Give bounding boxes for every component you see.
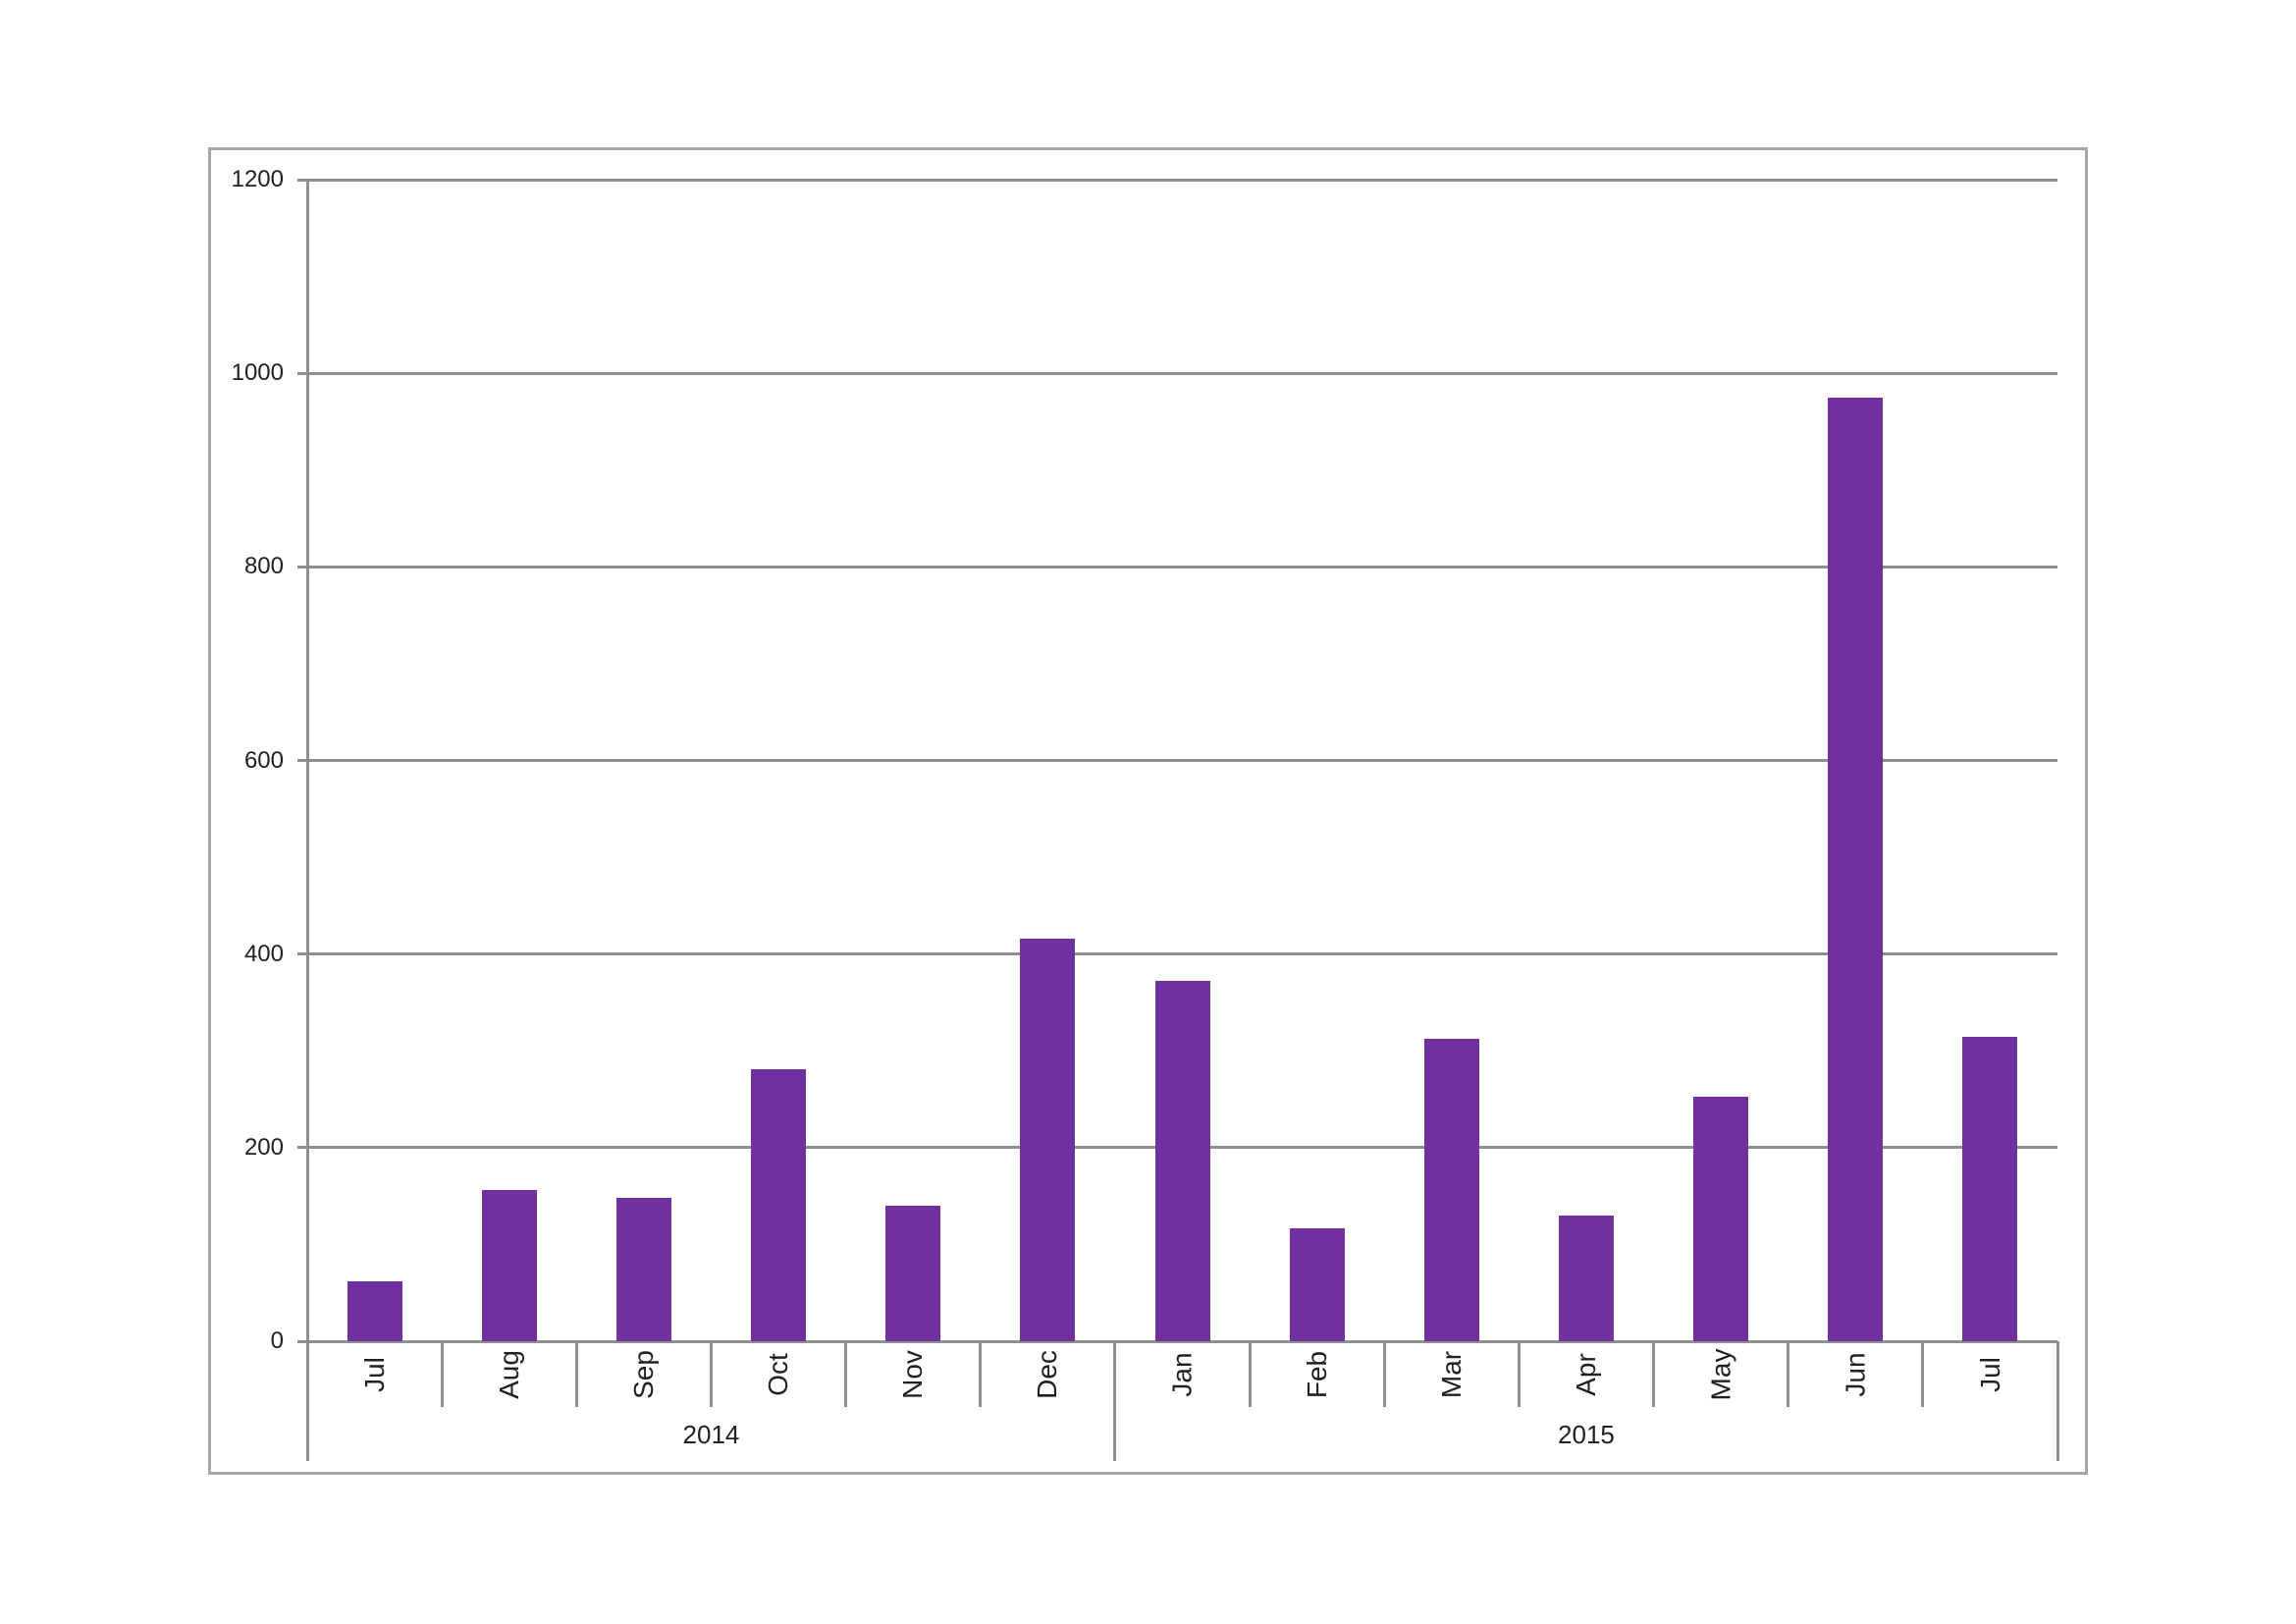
x-tick-label: May xyxy=(1705,1348,1736,1400)
x-tick-label-cell: Aug xyxy=(442,1341,576,1407)
bar-mar-8 xyxy=(1423,1039,1479,1341)
bar-apr-9 xyxy=(1558,1215,1614,1341)
year-separator-tick xyxy=(2056,1341,2059,1461)
month-separator-tick xyxy=(440,1341,444,1407)
x-tick-label: Dec xyxy=(1032,1349,1063,1399)
month-separator-tick xyxy=(844,1341,848,1407)
month-separator-tick xyxy=(574,1341,578,1407)
bar-oct-3 xyxy=(751,1068,807,1341)
y-axis-line xyxy=(305,180,309,1461)
x-tick-label-cell: Sep xyxy=(576,1341,711,1407)
bar-jun-11 xyxy=(1828,397,1884,1341)
month-separator-tick xyxy=(1787,1341,1790,1407)
x-tick-label-cell: May xyxy=(1654,1341,1789,1407)
x-tick-label: Jan xyxy=(1166,1351,1198,1397)
bar-sep-2 xyxy=(615,1198,671,1341)
x-axis-line xyxy=(297,1339,2057,1343)
y-axis-tick-label: 400 xyxy=(243,940,284,967)
y-axis-tick-label: 1200 xyxy=(231,166,284,192)
x-tick-label-cell: Dec xyxy=(981,1341,1115,1407)
x-tick-label: Jul xyxy=(358,1356,390,1392)
x-tick-label: Feb xyxy=(1301,1350,1332,1398)
year-label-2015: 2015 xyxy=(1558,1419,1615,1449)
x-tick-label-cell: Jan xyxy=(1115,1341,1250,1407)
gridline xyxy=(297,759,2057,762)
bar-feb-7 xyxy=(1289,1227,1345,1341)
x-tick-label: Nov xyxy=(897,1349,929,1399)
gridline xyxy=(297,952,2057,956)
x-tick-label-cell: Nov xyxy=(846,1341,981,1407)
x-tick-label: Jun xyxy=(1840,1351,1871,1397)
month-separator-tick xyxy=(1652,1341,1656,1407)
month-separator-tick xyxy=(1921,1341,1925,1407)
gridline xyxy=(297,565,2057,568)
x-tick-label-cell: Jul xyxy=(307,1341,442,1407)
year-separator-tick xyxy=(1113,1341,1117,1461)
month-separator-tick xyxy=(1382,1341,1386,1407)
bar-jul-0 xyxy=(347,1280,402,1341)
x-tick-label: Mar xyxy=(1435,1350,1467,1398)
x-tick-label: Sep xyxy=(627,1349,659,1399)
x-tick-label-cell: Feb xyxy=(1250,1341,1384,1407)
bar-jan-6 xyxy=(1154,981,1210,1341)
month-separator-tick xyxy=(1517,1341,1521,1407)
bar-nov-4 xyxy=(885,1205,941,1341)
bar-aug-1 xyxy=(481,1190,537,1341)
x-tick-label-cell: Mar xyxy=(1384,1341,1519,1407)
month-separator-tick xyxy=(709,1341,713,1407)
y-axis-tick-label: 200 xyxy=(243,1133,284,1161)
x-tick-label: Apr xyxy=(1570,1352,1601,1396)
y-axis-tick-label: 0 xyxy=(270,1327,284,1354)
gridline xyxy=(297,178,2057,182)
plot-area: 0 200 400 600 800 1000 1200 Jul Aug Sep Oct Nov Dec J… xyxy=(232,166,2059,1461)
x-tick-label: Aug xyxy=(493,1349,524,1399)
bar-dec-5 xyxy=(1020,938,1076,1341)
x-tick-label-cell: Oct xyxy=(711,1341,845,1407)
x-tick-label: Oct xyxy=(763,1352,794,1396)
y-axis-tick-label: 800 xyxy=(243,553,284,580)
x-tick-label-cell: Jun xyxy=(1789,1341,1923,1407)
y-axis-tick-label: 1000 xyxy=(231,359,284,387)
bar-jul-12 xyxy=(1962,1037,2018,1341)
year-label-2014: 2014 xyxy=(682,1419,740,1449)
gridline xyxy=(297,371,2057,375)
x-tick-label-cell: Apr xyxy=(1519,1341,1653,1407)
month-separator-tick xyxy=(1248,1341,1252,1407)
month-separator-tick xyxy=(979,1341,983,1407)
bar-may-10 xyxy=(1693,1096,1749,1341)
x-tick-label-cell: Jul xyxy=(1923,1341,2057,1407)
x-tick-label: Jul xyxy=(1974,1356,2005,1392)
y-axis-tick-label: 600 xyxy=(243,746,284,774)
